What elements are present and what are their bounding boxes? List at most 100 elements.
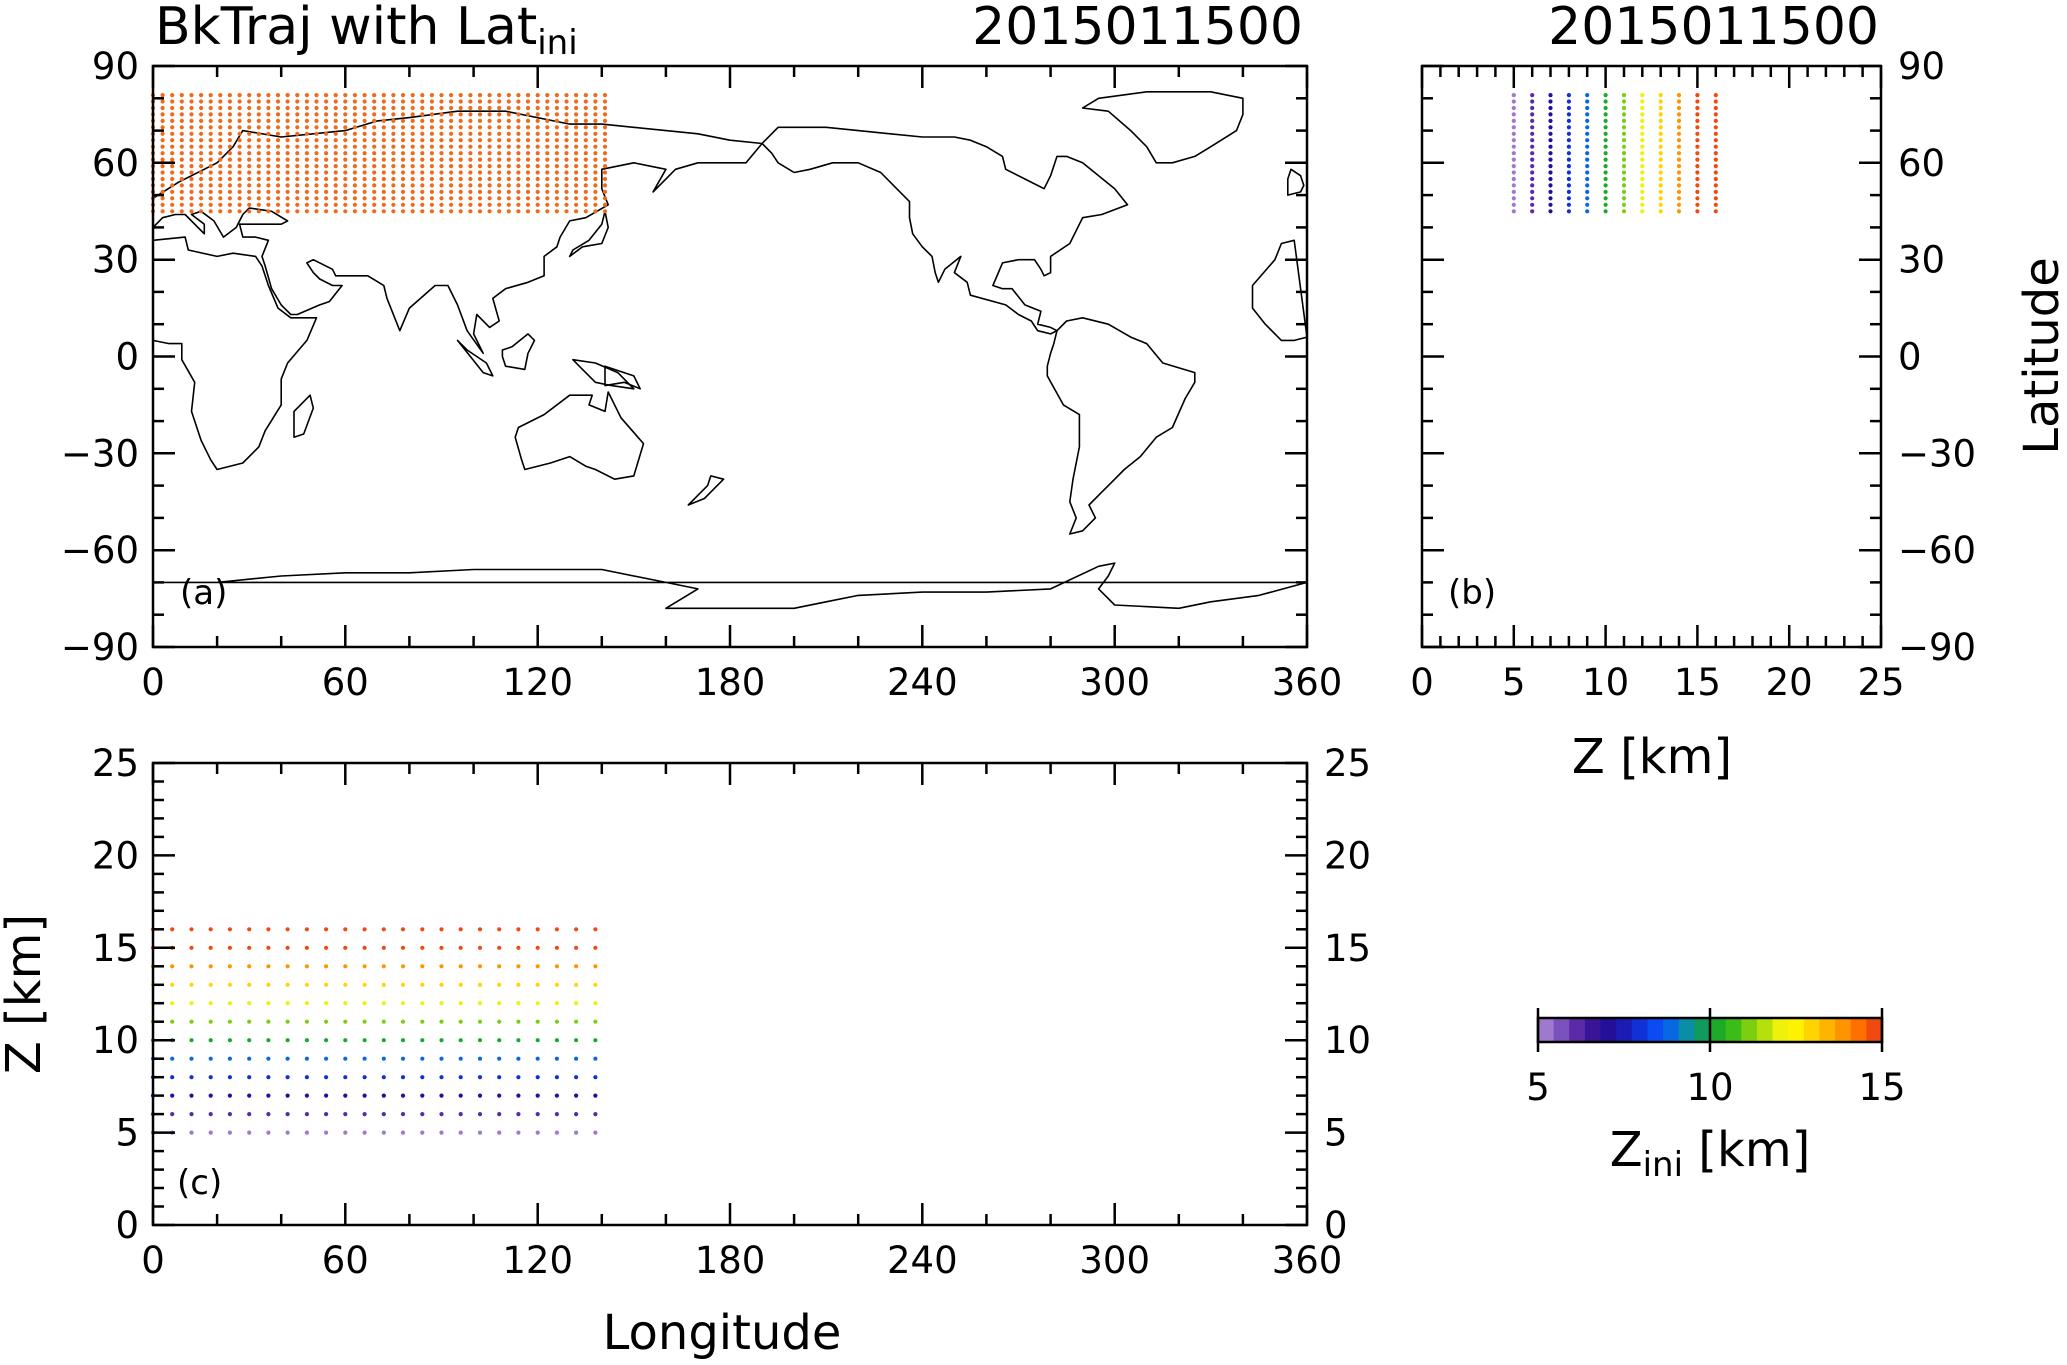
data-point xyxy=(468,151,473,156)
data-point xyxy=(410,151,415,156)
data-point xyxy=(170,927,175,932)
data-point xyxy=(247,131,252,136)
x-tick-label: 5 xyxy=(1502,661,1526,704)
data-point xyxy=(477,189,483,194)
data-point xyxy=(410,118,415,123)
data-point xyxy=(179,112,184,117)
data-point xyxy=(1695,164,1700,169)
data-point xyxy=(275,164,281,169)
data-point xyxy=(420,1038,425,1043)
data-point xyxy=(583,93,588,98)
data-point xyxy=(1676,112,1682,117)
data-point xyxy=(506,189,511,194)
data-point xyxy=(477,118,483,123)
data-point xyxy=(1548,189,1553,194)
data-point xyxy=(449,157,454,162)
data-point xyxy=(343,105,348,111)
data-point xyxy=(477,1130,483,1135)
data-point xyxy=(525,164,531,169)
y-tick-label: 60 xyxy=(92,142,139,185)
data-point xyxy=(516,1019,521,1024)
data-point xyxy=(1511,93,1516,98)
colorbar-tick-label: 5 xyxy=(1526,1066,1550,1109)
data-point xyxy=(237,118,242,123)
data-point xyxy=(554,1130,560,1135)
data-point xyxy=(343,131,348,136)
data-point xyxy=(324,1001,329,1006)
data-point xyxy=(535,144,540,149)
data-point xyxy=(535,964,540,969)
data-point xyxy=(1511,157,1516,162)
japan-coast xyxy=(572,358,635,390)
data-point xyxy=(295,209,300,214)
y-tick-label: 25 xyxy=(92,742,139,785)
data-point xyxy=(574,131,579,136)
data-point xyxy=(275,93,281,98)
data-point xyxy=(525,196,531,201)
data-point xyxy=(439,125,444,130)
data-point xyxy=(458,1019,463,1024)
data-point xyxy=(179,105,184,111)
data-point xyxy=(468,105,473,111)
data-point xyxy=(247,176,252,182)
data-point xyxy=(554,112,560,117)
data-point xyxy=(170,1001,175,1006)
data-point xyxy=(420,118,425,123)
data-point xyxy=(545,189,550,194)
data-point xyxy=(420,125,425,130)
data-point xyxy=(458,93,463,98)
data-point xyxy=(458,1001,463,1006)
data-point xyxy=(574,982,579,987)
data-point xyxy=(487,112,492,117)
y-tick-label-right: −30 xyxy=(1898,432,1976,475)
data-point xyxy=(564,176,569,182)
data-point xyxy=(400,176,406,182)
data-point xyxy=(429,176,434,182)
data-point xyxy=(554,1001,560,1006)
data-point xyxy=(554,1075,560,1080)
y-tick-label: 0 xyxy=(115,1204,139,1247)
data-point xyxy=(304,1112,309,1117)
data-point xyxy=(1548,157,1553,162)
data-point xyxy=(266,1130,271,1135)
data-point xyxy=(227,964,232,969)
data-point xyxy=(381,99,386,104)
data-point xyxy=(295,118,300,123)
data-point xyxy=(189,99,194,104)
data-point xyxy=(574,196,579,201)
data-point xyxy=(1658,189,1663,194)
data-point xyxy=(497,176,502,182)
data-point xyxy=(477,1038,483,1043)
data-point xyxy=(593,151,598,156)
data-point xyxy=(285,164,290,169)
data-point xyxy=(160,112,165,117)
data-point xyxy=(285,183,290,188)
panel-c-points xyxy=(150,927,598,1135)
data-point xyxy=(439,112,444,117)
data-point xyxy=(1530,157,1535,162)
data-point xyxy=(525,189,531,194)
data-point xyxy=(554,105,560,111)
data-point xyxy=(160,151,165,156)
data-point xyxy=(218,183,223,188)
data-point xyxy=(352,105,357,111)
y-tick-label: 90 xyxy=(92,45,139,88)
data-point xyxy=(420,164,425,169)
y-tick-label-right: 20 xyxy=(1324,834,1371,877)
data-point xyxy=(477,157,483,162)
data-point xyxy=(497,151,502,156)
data-point xyxy=(564,99,569,104)
data-point xyxy=(429,209,434,214)
data-point xyxy=(247,112,252,117)
data-point xyxy=(602,189,608,194)
data-point xyxy=(304,1019,309,1024)
data-point xyxy=(362,196,367,201)
data-point xyxy=(497,1093,502,1098)
data-point xyxy=(535,927,540,932)
data-point xyxy=(1530,151,1535,156)
data-point xyxy=(400,1001,406,1006)
data-point xyxy=(1530,125,1535,130)
data-point xyxy=(170,176,175,182)
data-point xyxy=(266,945,271,950)
data-point xyxy=(1530,118,1535,123)
